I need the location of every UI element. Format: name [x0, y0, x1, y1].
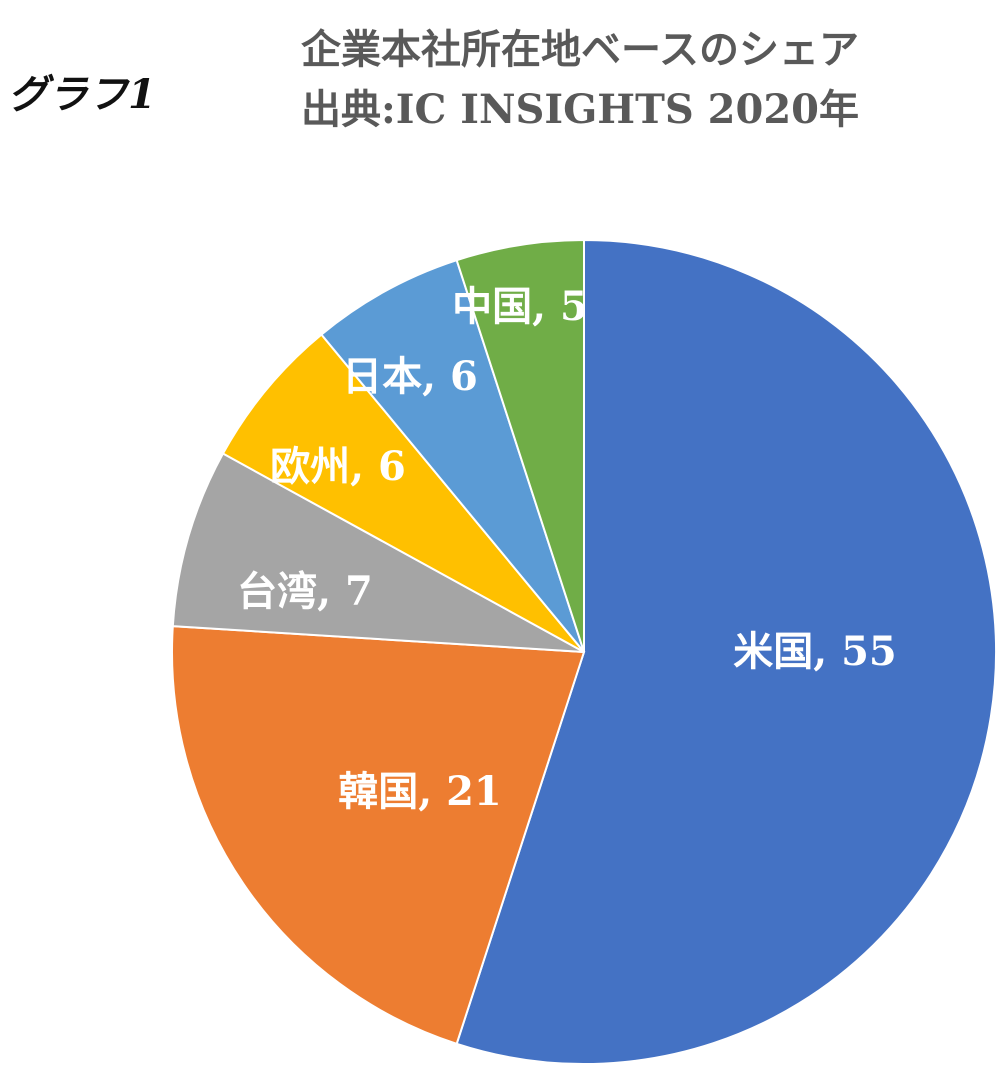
pie-slice-4	[319, 258, 585, 653]
pie-data-label-1: 韓国, 21	[338, 768, 502, 815]
graph-number-label: グラフ1	[8, 71, 156, 118]
pie-slice-1	[171, 625, 586, 1046]
pie-slice-5	[455, 238, 585, 653]
pie-data-label-4: 日本, 6	[342, 353, 478, 400]
pie-slices	[171, 238, 997, 1065]
pie-data-label-2: 台湾, 7	[237, 568, 373, 615]
pie-data-labels: 米国, 55 韓国, 21 台湾, 7 欧州, 6 日本, 6 中国, 5	[237, 283, 897, 815]
pie-slice-0	[455, 238, 997, 1065]
pie-data-label-5: 中国, 5	[452, 283, 588, 330]
chart-title: 企業本社所在地ベースのシェア	[301, 26, 859, 73]
chart-title-block: 企業本社所在地ベースのシェア 出典:IC INSIGHTS 2020年	[220, 20, 940, 140]
chart-subtitle: 出典:IC INSIGHTS 2020年	[301, 86, 859, 133]
pie-data-label-0: 米国, 55	[733, 628, 897, 675]
pie-slice-2	[171, 452, 585, 653]
pie-slice-3	[221, 333, 585, 653]
pie-data-label-3: 欧州, 6	[270, 443, 406, 490]
